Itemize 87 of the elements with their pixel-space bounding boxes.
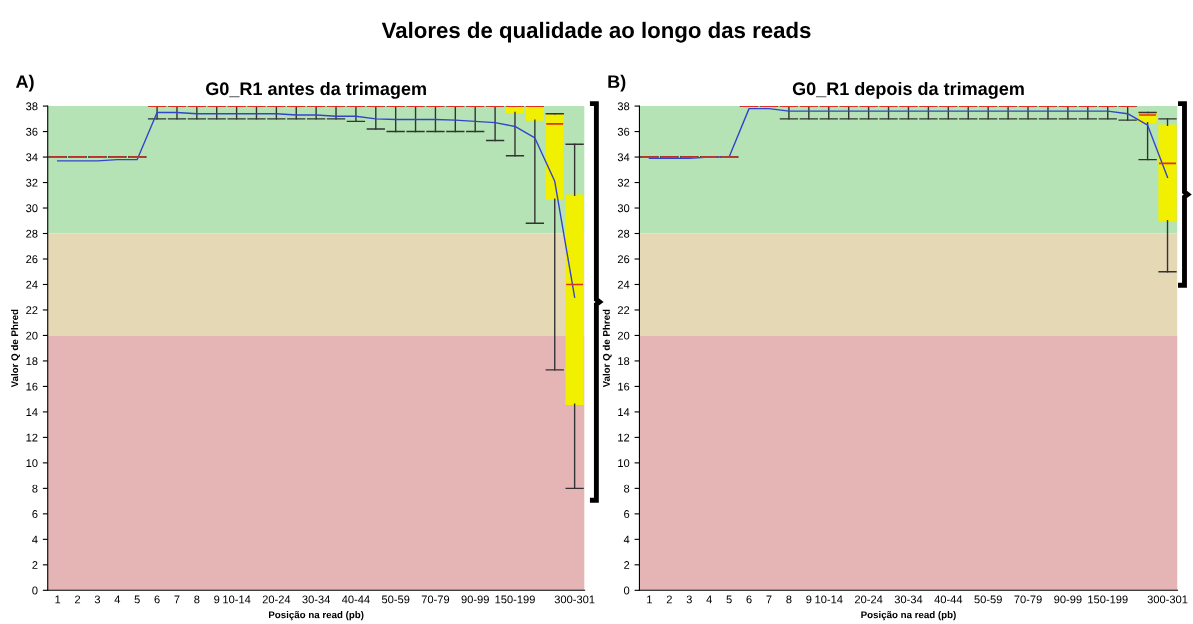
x-axis-title: Posição na read (pb)	[861, 611, 956, 621]
y-tick-label: 36	[617, 127, 630, 136]
x-tick-label: 40-44	[341, 595, 370, 604]
y-tick-label: 34	[617, 153, 630, 162]
x-tick-label: 50-59	[381, 595, 410, 604]
x-tick-label: 8	[194, 595, 200, 604]
x-tick-label: 300-301	[1147, 595, 1188, 604]
y-tick-label: 4	[623, 535, 630, 544]
x-tick-label: 3	[686, 595, 692, 604]
x-tick-label: 30-34	[302, 595, 331, 604]
y-tick-label: 20	[617, 331, 630, 340]
y-tick-label: 38	[26, 102, 38, 111]
y-tick-label: 26	[617, 255, 630, 264]
y-tick-label: 16	[618, 382, 630, 391]
x-tick-label: 2	[75, 595, 81, 604]
x-tick-label: 10-14	[815, 595, 843, 604]
x-tick-label: 50-59	[974, 595, 1002, 604]
text: A)	[15, 74, 34, 92]
text: B)	[608, 74, 626, 92]
y-tick-label: 16	[26, 382, 38, 391]
x-tick-label: 150-199	[495, 595, 535, 604]
x-tick-label: 10-14	[223, 595, 251, 604]
y-tick-label: 6	[624, 510, 630, 518]
line-series	[56, 111, 576, 298]
x-tick-label: 20-24	[262, 595, 291, 604]
x-tick-label: 4	[114, 595, 121, 604]
y-tick-label: 28	[617, 229, 630, 238]
x-tick-label: 6	[154, 595, 160, 604]
y-tick-label: 12	[618, 433, 630, 442]
y-tick-label: 2	[32, 561, 38, 569]
x-tick-label: 6	[746, 595, 752, 604]
y-tick-label: 30	[26, 204, 38, 213]
y-tick-label: 34	[26, 153, 38, 162]
x-tick-label: 4	[706, 595, 712, 604]
text: Valores de qualidade ao longo das reads	[381, 21, 811, 43]
y-tick-label: 22	[26, 306, 38, 314]
y-tick-label: 38	[617, 102, 630, 111]
y-axis-title: Valor Q de Phred	[11, 309, 20, 388]
x-tick-label: 8	[786, 595, 792, 604]
y-tick-label: 36	[26, 127, 38, 136]
x-tick-label: 90-99	[461, 595, 489, 604]
x-tick-label: 90-99	[1054, 595, 1082, 604]
chart-title: G0_R1 antes da trimagem	[206, 81, 426, 99]
y-tick-label: 28	[26, 229, 38, 238]
y-tick-label: 0	[32, 586, 38, 595]
y-axis-title: Valor Q de Phred	[602, 309, 612, 388]
y-tick-label: 6	[32, 510, 38, 518]
chart-title: G0_R1 depois da trimagem	[792, 81, 1024, 99]
y-tick-label: 18	[26, 357, 38, 366]
y-tick-label: 32	[617, 178, 630, 187]
y-tick-label: 26	[26, 255, 38, 264]
x-tick-label: 1	[55, 595, 61, 604]
line-series	[648, 107, 1169, 179]
x-tick-label: 20-24	[854, 595, 883, 604]
x-tick-label: 70-79	[421, 595, 450, 604]
y-tick-label: 22	[617, 306, 630, 314]
y-tick-label: 30	[617, 204, 630, 213]
y-tick-label: 18	[618, 357, 630, 366]
y-tick-label: 32	[26, 178, 38, 187]
y-tick-label: 10	[26, 459, 38, 468]
x-axis-title: Posição na read (pb)	[268, 611, 364, 621]
x-tick-label: 2	[666, 595, 672, 604]
x-tick-label: 7	[766, 595, 772, 604]
x-tick-label: 3	[94, 595, 101, 604]
y-tick-label: 24	[26, 280, 38, 289]
x-tick-label: 9	[806, 595, 812, 604]
y-tick-label: 14	[26, 408, 38, 416]
x-tick-label: 9	[214, 595, 220, 604]
y-tick-label: 8	[32, 484, 38, 493]
x-tick-label: 5	[726, 595, 732, 604]
y-tick-label: 8	[624, 484, 630, 493]
y-tick-label: 10	[618, 459, 630, 468]
x-tick-label: 70-79	[1014, 595, 1042, 604]
y-tick-label: 24	[617, 280, 630, 289]
y-tick-label: 12	[26, 433, 38, 442]
y-tick-label: 14	[618, 408, 630, 416]
y-tick-label: 20	[26, 331, 38, 340]
y-tick-label: 2	[624, 561, 630, 569]
x-tick-label: 7	[174, 595, 180, 604]
x-tick-label: 1	[647, 595, 652, 604]
x-tick-label: 40-44	[934, 595, 963, 604]
x-tick-label: 300-301	[554, 595, 595, 604]
x-tick-label: 5	[134, 595, 140, 604]
x-tick-label: 30-34	[894, 595, 923, 604]
y-tick-label: 4	[32, 535, 38, 544]
x-tick-label: 150-199	[1088, 595, 1128, 604]
y-tick-label: 0	[623, 586, 630, 595]
